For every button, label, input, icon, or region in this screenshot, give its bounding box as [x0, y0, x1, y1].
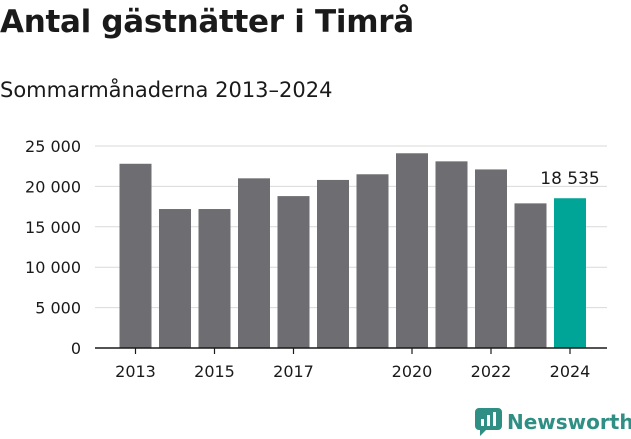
- bar-2022: [475, 169, 507, 348]
- bar-2014: [159, 209, 191, 348]
- y-tick-label: 10 000: [25, 258, 81, 277]
- newsworthy-logo: Newsworthy: [475, 406, 631, 438]
- bar-2015: [198, 209, 231, 348]
- x-tick-label: 2024: [550, 362, 591, 381]
- bar-2019: [356, 174, 389, 348]
- y-tick-label: 15 000: [25, 218, 81, 237]
- bar-chart: 0 5 000 10 000 15 000 20 000 25 000 18 535 2013…: [25, 137, 607, 381]
- newsworthy-logo-icon: [475, 408, 502, 436]
- highlight-value-label: 18 535: [540, 169, 599, 189]
- bar-2013: [119, 163, 152, 348]
- chart-title: Antal gästnätter i Timrå: [0, 4, 414, 40]
- chart-subtitle: Sommarmånaderna 2013–2024: [0, 78, 333, 102]
- y-tick-label: 0: [71, 339, 81, 358]
- bar-2016: [238, 178, 270, 348]
- y-tick-label: 5 000: [35, 299, 81, 318]
- y-tick-label: 25 000: [25, 137, 81, 156]
- y-tick-label: 20 000: [25, 177, 81, 196]
- x-tick-label: 2013: [115, 362, 156, 381]
- bar-2021: [435, 161, 468, 348]
- bar-2024: [554, 198, 586, 348]
- bar-2017: [277, 196, 310, 348]
- newsworthy-logo-text: Newsworthy: [507, 410, 631, 434]
- bar-2020: [396, 153, 428, 348]
- x-tick-label: 2022: [471, 362, 512, 381]
- bar-2018: [317, 179, 349, 348]
- x-tick-label: 2020: [392, 362, 433, 381]
- x-tick-label: 2015: [194, 362, 235, 381]
- x-tick-label: 2017: [273, 362, 314, 381]
- bar-2023: [514, 203, 547, 348]
